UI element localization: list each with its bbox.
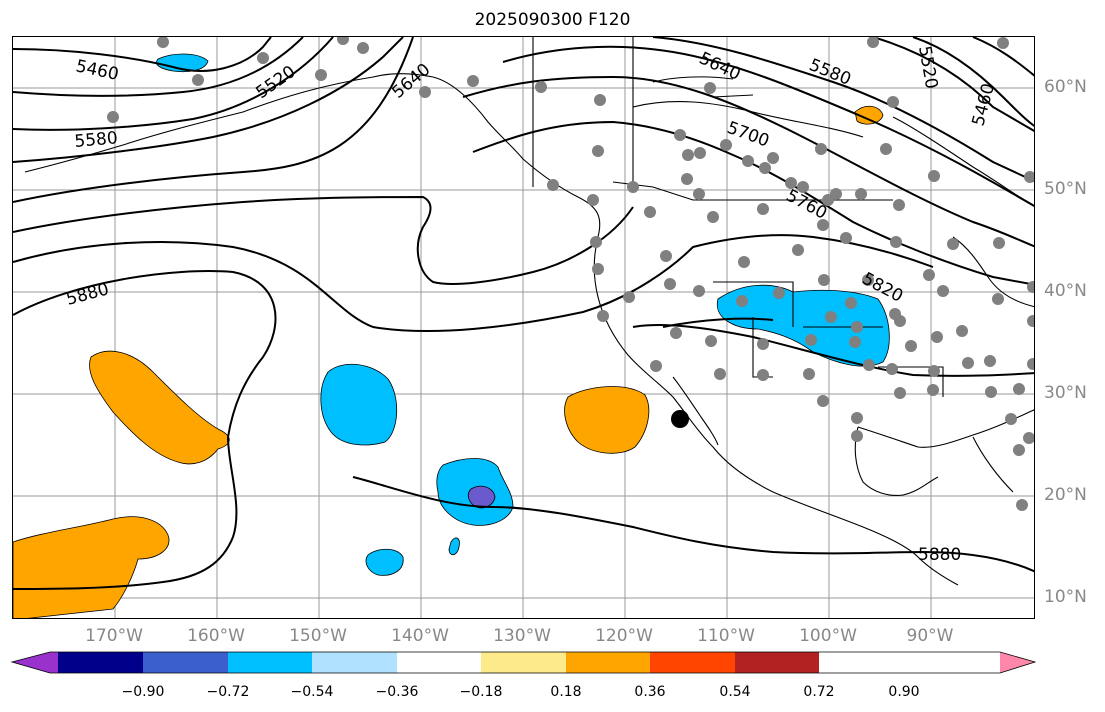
colorbar-segment [397,652,481,673]
contour-label: 5880 [64,279,111,310]
colorbar-segment [58,652,143,673]
longitude-label: 90°W [906,626,954,646]
map-title: 2025090300 F120 [474,10,631,30]
violet-core [467,485,496,509]
contour-label: 5880 [918,545,961,565]
blue-region-central [320,363,398,446]
colorbar-segment [735,652,819,673]
colorbar-tick-label: 0.18 [550,684,582,700]
contour-label: 5580 [806,55,854,90]
latitude-label: 50°N [1044,179,1087,199]
longitude-label: 130°W [493,626,551,646]
anomaly-shading [13,53,890,618]
colorbar-tick-label: −0.54 [290,684,334,700]
contour-label: 5640 [696,48,744,84]
latitude-label: 60°N [1044,77,1087,97]
longitude-label: 110°W [697,626,755,646]
contour-label: 5520 [252,62,299,103]
contour-label: 5580 [74,128,119,152]
colorbar-segment [650,652,735,673]
latitude-label: 30°N [1044,383,1087,403]
colorbar-segment [12,652,58,673]
contour-label: 5520 [914,44,941,90]
latitude-label: 10°N [1044,587,1087,607]
colorbar-tick-label: 0.90 [888,684,920,700]
longitude-label: 100°W [799,626,857,646]
blue-region-tiny [448,537,460,556]
colorbar-tick-label: −0.36 [375,684,419,700]
height-contours [13,37,1034,590]
contour-label: 5460 [74,56,120,85]
longitude-label: 170°W [85,626,143,646]
latitude-label: 40°N [1044,281,1087,301]
colorbar-segment [228,652,312,673]
colorbar-tick-label: 0.54 [719,684,751,700]
latitude-label: 20°N [1044,485,1087,505]
graticule [13,37,1034,618]
orange-region-canada [854,105,884,125]
longitude-label: 120°W [595,626,653,646]
map-panel: 5460 5520 5580 5640 5700 5760 5820 5880 … [12,36,1035,619]
colorbar-tick-label: −0.90 [121,684,165,700]
longitude-label: 140°W [391,626,449,646]
colorbar-tick-label: −0.72 [206,684,250,700]
blue-region-small [365,548,404,576]
colorbar-segment [481,652,566,673]
colorbar-segment [312,652,397,673]
colorbar-tick-label: −0.18 [459,684,503,700]
orange-region-central [564,386,650,454]
orange-region-southwest [13,516,170,618]
current-location-marker [671,410,689,428]
longitude-label: 150°W [289,626,347,646]
colorbar [10,651,1037,674]
colorbar-segment [1000,652,1035,673]
colorbar-tick-label: 0.36 [634,684,666,700]
longitude-label: 160°W [187,626,245,646]
colorbar-segment [143,652,228,673]
map-canvas: 5460 5520 5580 5640 5700 5760 5820 5880 … [13,37,1034,618]
orange-region-west [89,350,230,465]
colorbar-tick-label: 0.72 [803,684,835,700]
station-markers [107,37,1034,511]
colorbar-segment [566,652,650,673]
